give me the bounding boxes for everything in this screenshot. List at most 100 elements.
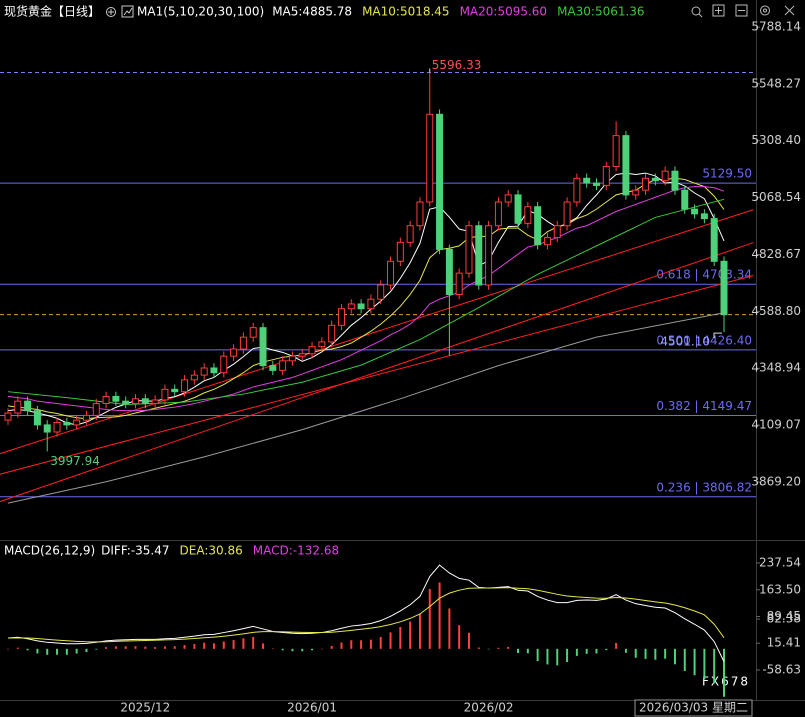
legend-entry: MACD:-132.68 xyxy=(253,544,339,558)
macd-bar xyxy=(360,640,363,649)
candle-body xyxy=(151,399,159,405)
macd-bar xyxy=(56,648,59,655)
macd-bar xyxy=(154,647,157,649)
candle-body xyxy=(82,414,90,421)
macd-bar xyxy=(624,648,627,653)
macd-bar xyxy=(242,638,245,649)
candle-body xyxy=(455,272,463,295)
y-tick-label: 4828.67 xyxy=(751,247,801,261)
candle-body xyxy=(573,177,581,203)
macd-bar xyxy=(703,648,706,680)
macd-bar xyxy=(311,648,314,651)
indicator-icon[interactable] xyxy=(121,5,134,18)
candle-body xyxy=(445,248,453,295)
macd-bar xyxy=(193,644,196,649)
close-icon[interactable] xyxy=(784,5,795,16)
macd-bar xyxy=(497,647,500,649)
legend-entry: MA10:5018.45 xyxy=(362,5,450,19)
add-icon[interactable] xyxy=(712,4,725,17)
macd-bar xyxy=(379,636,382,649)
remove-icon[interactable] xyxy=(735,4,748,17)
fib-level-label: 0.618 | 4703.34 xyxy=(656,268,752,282)
macd-bar xyxy=(693,648,696,676)
macd-bar xyxy=(65,648,68,655)
macd-bar xyxy=(173,646,176,649)
macd-bar xyxy=(526,648,529,654)
candle-body xyxy=(642,177,650,191)
settings-icon[interactable] xyxy=(760,5,770,16)
fib-level-label: 0.236 | 3806.82 xyxy=(656,480,752,494)
candle-body xyxy=(308,346,316,355)
x-tick-label: 2026/02 xyxy=(464,701,514,715)
macd-bar xyxy=(713,648,716,684)
macd-bar xyxy=(350,640,353,649)
legend-entry: MA5:4885.78 xyxy=(272,5,352,19)
chart-title: MACD(26,12,9) xyxy=(4,544,95,558)
candle-body xyxy=(190,374,198,381)
candle-body xyxy=(141,398,149,405)
y-tick-label: 3869.20 xyxy=(751,474,801,488)
macd-bar xyxy=(418,613,421,649)
candle-body xyxy=(288,355,296,362)
macd-bar xyxy=(212,643,215,649)
macd-bar xyxy=(399,626,402,649)
y-tick-label: -58.63 xyxy=(762,662,801,676)
candle-body xyxy=(298,353,306,357)
macd-bar xyxy=(281,648,284,651)
macd-bar xyxy=(222,641,225,649)
macd-bar xyxy=(26,648,29,651)
y-tick-label: 4588.80 xyxy=(751,304,801,318)
macd-bar xyxy=(232,640,235,649)
y-tick-label: 5548.27 xyxy=(751,76,801,90)
macd-bar xyxy=(46,648,49,655)
fib-level-label: 5129.50 xyxy=(702,167,752,181)
macd-bar xyxy=(723,648,725,697)
legend-entry: MA30:5061.36 xyxy=(557,5,645,19)
macd-bar xyxy=(458,625,461,649)
y-tick-label: 163.50 xyxy=(759,582,801,596)
annotation: 3997.94 xyxy=(50,454,100,468)
macd-bar xyxy=(330,645,333,649)
candle-body xyxy=(171,388,179,393)
candle-body xyxy=(436,113,444,250)
macd-bar xyxy=(271,648,274,650)
macd-bar xyxy=(36,648,39,654)
toolbar xyxy=(691,4,795,18)
macd-bar xyxy=(605,648,608,651)
macd-bar xyxy=(124,646,127,649)
search-icon[interactable] xyxy=(691,6,703,18)
indicator-line xyxy=(7,186,725,412)
candle-body xyxy=(230,348,238,357)
watermark: FX678 xyxy=(702,675,750,689)
indicator-line xyxy=(7,312,725,504)
macd-bar xyxy=(85,648,88,652)
y-tick-label: 5308.40 xyxy=(751,133,801,147)
macd-bar xyxy=(95,648,98,650)
macd-bar xyxy=(183,645,186,649)
candle-body xyxy=(161,388,169,401)
candle-body xyxy=(132,398,140,405)
candle-body xyxy=(710,218,718,262)
y-tick-label: 5788.14 xyxy=(751,19,801,33)
candle-body xyxy=(122,400,130,405)
macd-bar xyxy=(507,646,510,649)
crosshair-date-box xyxy=(634,699,753,717)
candle-body xyxy=(700,213,708,220)
annotation: 5596.33 xyxy=(432,58,482,72)
candle-body xyxy=(524,206,532,224)
add-icon[interactable] xyxy=(106,7,117,17)
candle-body xyxy=(612,135,620,167)
candle-body xyxy=(269,365,277,371)
macd-bar xyxy=(556,648,559,666)
candle-body xyxy=(337,308,345,326)
macd-bar xyxy=(163,646,166,649)
x-tick-label: 2025/12 xyxy=(120,701,170,715)
candle-body xyxy=(377,284,385,300)
macd-bar xyxy=(369,639,372,649)
legend-entry: DIFF:-35.47 xyxy=(101,544,169,558)
candle-body xyxy=(279,360,287,371)
candle-body xyxy=(33,410,41,426)
macd-bar xyxy=(536,648,539,662)
candle-body xyxy=(602,165,610,186)
